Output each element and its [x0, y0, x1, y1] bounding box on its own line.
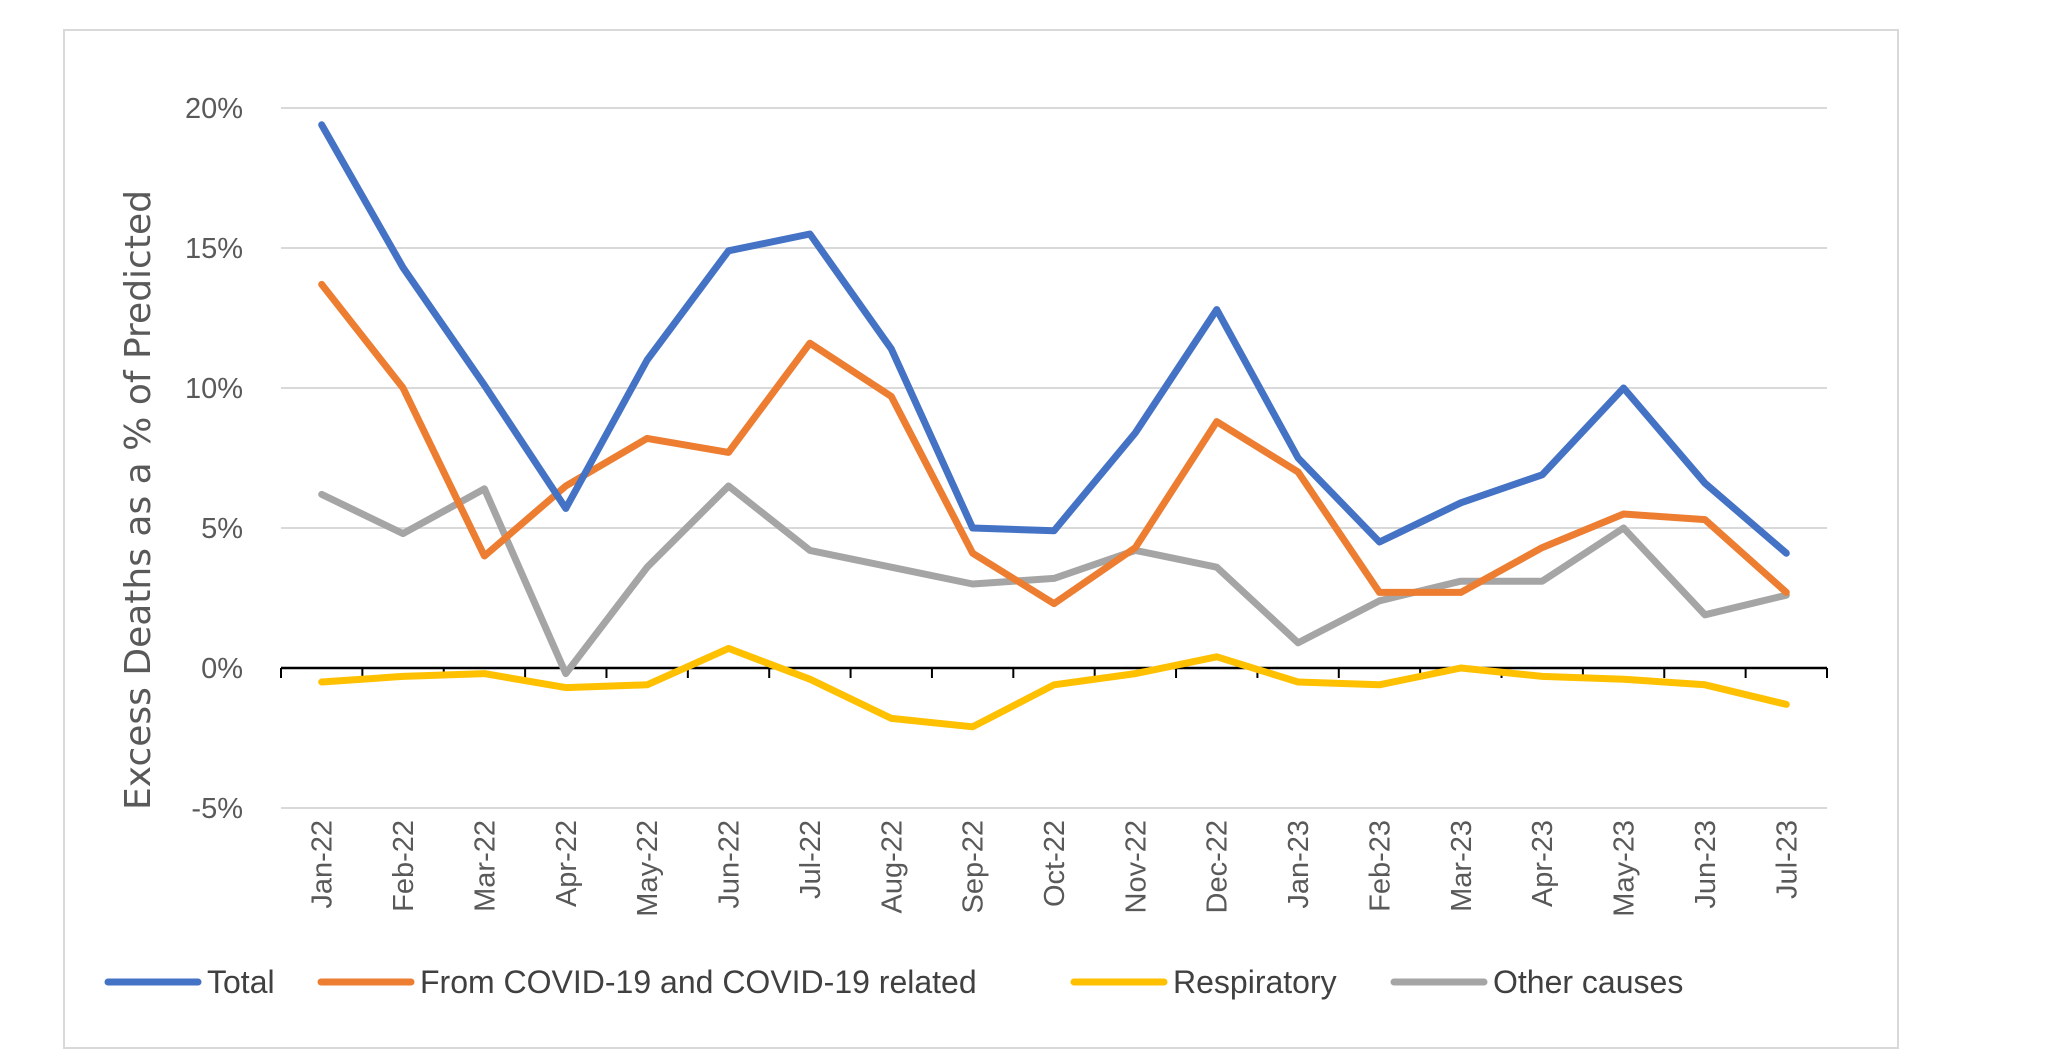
legend-label: Total: [207, 964, 275, 1000]
y-tick-label: 20%: [185, 93, 243, 125]
x-tick-label: Oct-22: [1039, 820, 1071, 907]
series-line-from-covid-19-and-covid-19-related: [318, 280, 1790, 608]
x-tick-label: Jan-23: [1283, 820, 1315, 909]
x-tick-label: Apr-23: [1527, 820, 1559, 907]
chart-frame: [63, 29, 1899, 1049]
x-tick-label: May-23: [1609, 820, 1641, 917]
y-tick-label: -5%: [191, 793, 243, 825]
legend-label: Other causes: [1493, 964, 1683, 1000]
legend-label: Respiratory: [1173, 964, 1337, 1000]
x-tick-label: Mar-22: [469, 820, 501, 912]
x-tick-label: Jan-22: [307, 820, 339, 909]
y-tick-label: 0%: [201, 653, 243, 685]
series-line-respiratory: [318, 644, 1790, 731]
x-tick-label: Nov-22: [1120, 820, 1152, 914]
x-tick-label: May-22: [632, 820, 664, 917]
x-tick-label: Apr-22: [551, 820, 583, 907]
y-axis-title: Excess Deaths as a % of Predicted: [118, 190, 159, 810]
series-line-total: [318, 121, 1790, 557]
y-tick-label: 10%: [185, 373, 243, 405]
x-tick-label: Feb-23: [1364, 820, 1396, 912]
y-tick-label: 5%: [201, 513, 243, 545]
series-line-other-causes: [318, 482, 1790, 678]
legend-label: From COVID-19 and COVID-19 related: [420, 964, 977, 1000]
x-tick-label: Dec-22: [1202, 820, 1234, 914]
x-tick-label: Mar-23: [1446, 820, 1478, 912]
x-tick-label: Jul-23: [1771, 820, 1803, 899]
x-tick-label: Jul-22: [795, 820, 827, 899]
x-tick-label: Sep-22: [958, 820, 990, 914]
x-tick-label: Aug-22: [876, 820, 908, 914]
x-tick-label: Feb-22: [388, 820, 420, 912]
y-tick-label: 15%: [185, 233, 243, 265]
x-tick-label: Jun-22: [714, 820, 746, 909]
x-tick-label: Jun-23: [1690, 820, 1722, 909]
